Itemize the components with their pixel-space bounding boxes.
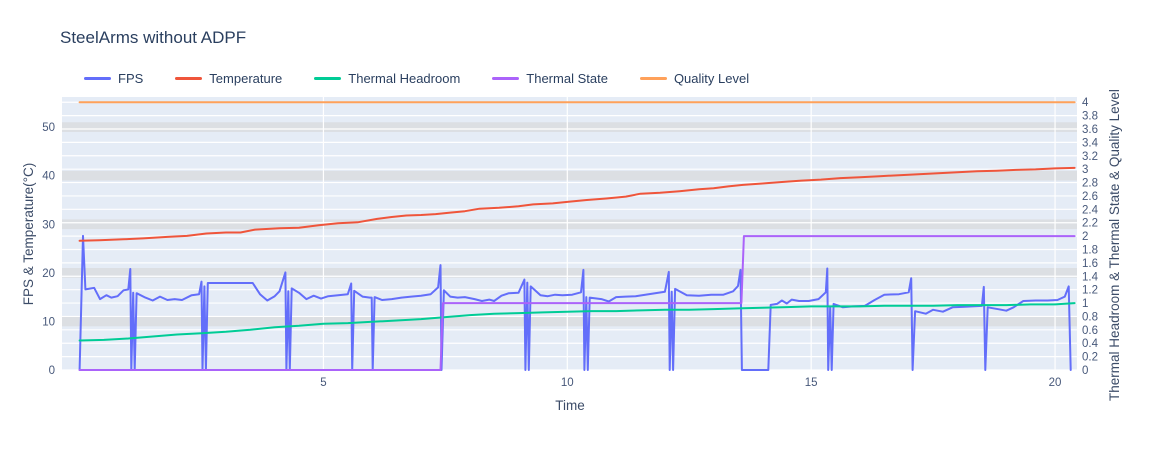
legend-label: Thermal Headroom (348, 71, 461, 86)
legend-item-temperature[interactable]: Temperature (175, 71, 282, 86)
legend-label: Thermal State (526, 71, 608, 86)
legend-swatch-quality-level (639, 77, 667, 80)
y-right-tick-1.4: 1.4 (1082, 271, 1099, 283)
x-tick-5: 5 (320, 377, 326, 389)
y-right-tick-2: 2 (1082, 231, 1088, 243)
series-line-temperature (78, 166, 1076, 242)
legend-swatch-thermal-state (492, 77, 520, 80)
legend-item-fps[interactable]: FPS (84, 71, 143, 86)
y-left-tick-50: 50 (42, 122, 55, 134)
series-line-thermal-headroom (78, 302, 1076, 342)
grid-band-40 (62, 170, 1077, 181)
legend-swatch-temperature (175, 77, 203, 80)
y-left-tick-40: 40 (42, 171, 55, 183)
y-right-tick-0.6: 0.6 (1082, 325, 1098, 337)
y-right-tick-1.8: 1.8 (1082, 244, 1098, 256)
legend-label: FPS (118, 71, 144, 86)
legend-item-thermal-headroom[interactable]: Thermal Headroom (314, 71, 460, 86)
y-right-tick-0.2: 0.2 (1082, 352, 1098, 364)
y-right-tick-2.2: 2.2 (1082, 218, 1098, 230)
series-line-thermal-state (78, 235, 1076, 371)
legend: FPS Temperature Thermal Headroom Thermal St… (84, 71, 749, 86)
y-axis-title-right: Thermal Headroom & Thermal State & Quali… (1107, 89, 1122, 401)
y-left-tick-0: 0 (49, 365, 55, 377)
y-right-tick-2.4: 2.4 (1082, 204, 1099, 216)
y-left-tick-10: 10 (42, 316, 55, 328)
y-axis-title-left: FPS & Temperature(°C) (21, 163, 36, 305)
x-tick-15: 15 (805, 377, 818, 389)
y-right-tick-3: 3 (1082, 164, 1088, 176)
y-right-tick-1.2: 1.2 (1082, 285, 1098, 297)
chart-title: SteelArms without ADPF (60, 28, 247, 47)
y-left-tick-20: 20 (42, 268, 55, 280)
legend-label: Quality Level (673, 71, 750, 86)
y-right-tick-1: 1 (1082, 298, 1088, 310)
y-right-tick-3.8: 3.8 (1082, 111, 1098, 123)
y-right-tick-3.6: 3.6 (1082, 124, 1098, 136)
legend-item-quality-level[interactable]: Quality Level (639, 71, 750, 86)
legend-swatch-thermal-headroom (314, 77, 342, 80)
grid-band-20 (62, 267, 1077, 278)
series-line-fps (78, 234, 1072, 371)
grid-band-30 (62, 219, 1077, 230)
grid-band-10 (62, 316, 1077, 327)
y-right-tick-2.6: 2.6 (1082, 191, 1098, 203)
y-right-tick-4: 4 (1082, 97, 1089, 109)
y-right-tick-2.8: 2.8 (1082, 178, 1098, 190)
legend-label: Temperature (209, 71, 283, 86)
y-right-tick-3.4: 3.4 (1082, 137, 1099, 149)
legend-item-thermal-state[interactable]: Thermal State (492, 71, 608, 86)
y-right-tick-1.6: 1.6 (1082, 258, 1098, 270)
x-tick-10: 10 (561, 377, 574, 389)
y-left-tick-30: 30 (42, 219, 55, 231)
grid-band-50 (62, 122, 1077, 132)
x-axis-title: Time (555, 398, 585, 413)
y-right-tick-0.4: 0.4 (1082, 338, 1099, 350)
y-right-tick-0.8: 0.8 (1082, 311, 1098, 323)
legend-swatch-fps (84, 77, 111, 80)
x-tick-20: 20 (1049, 377, 1062, 389)
y-right-tick-3.2: 3.2 (1082, 151, 1098, 163)
y-right-tick-0: 0 (1082, 365, 1088, 377)
